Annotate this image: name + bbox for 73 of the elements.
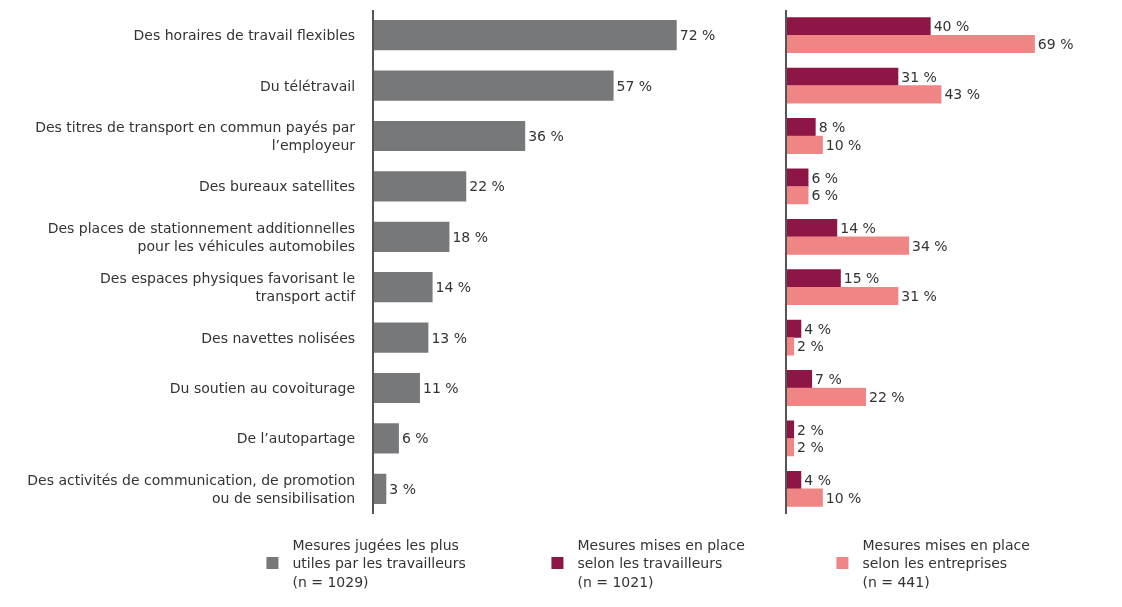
bar [786,438,795,457]
data-label: 13 % [431,329,467,346]
bar [786,269,841,288]
y-tick-label: Des activités de communication, de promotion ou de sensibilisation [27,471,356,506]
bar [373,221,450,252]
y-tick-label: Des places de stationnement additionnelles pour les véhicules automobiles [47,219,356,254]
data-label: 4 % [804,320,831,337]
bar [786,186,809,205]
data-label: 31 % [901,288,937,305]
bar [786,135,823,154]
bar [373,423,399,454]
data-label: 31 % [901,68,937,85]
data-label: 10 % [825,489,862,506]
bar [786,387,866,406]
data-label: 72 % [679,27,716,44]
data-label: 57 % [616,77,653,94]
y-tick-label: Des espaces physiques favorisant le transport actif [100,270,357,305]
bar [373,20,677,51]
data-label: 34 % [912,237,948,254]
data-label: 2 % [797,421,824,438]
y-tick-label: Du soutien au covoiturage [169,379,356,396]
y-tick-label: Des horaires de travail flexibles [133,27,356,44]
bar [786,488,823,507]
legend-label: Mesures jugées les plus utiles par les travailleurs (n = 1029) [292,537,466,590]
data-label: 11 % [422,380,459,396]
data-label: 22 % [868,388,905,405]
data-label: 36 % [528,128,564,144]
y-tick-label: De l’autopartage [236,430,356,447]
y-tick-label: Des titres de transport en commun payés par l’employeur [35,118,356,153]
bar [786,218,838,238]
data-label: 69 % [1037,36,1074,53]
bar [786,319,802,338]
data-label: 40 % [933,18,970,35]
bar [786,470,802,490]
bar [786,168,809,187]
data-label: 15 % [843,270,880,287]
bar [786,236,910,255]
data-label: 43 % [944,86,981,103]
data-label: 22 % [469,178,505,195]
data-label: 8 % [818,119,846,136]
bar [786,67,899,86]
data-label: 7 % [815,371,842,388]
data-label: 14 % [435,279,472,296]
data-label: 3 % [389,480,416,497]
data-label: 6 % [401,430,429,447]
bar [786,337,795,356]
data-label: 18 % [452,228,488,245]
data-label: 14 % [840,219,876,236]
bar [786,420,795,439]
bar [373,272,433,303]
data-label: 6 % [811,169,839,186]
data-label: 6 % [811,187,839,204]
y-tick-label: Des bureaux satellites [198,178,356,195]
bar [373,120,526,152]
bar [786,17,931,36]
bar [373,372,420,404]
y-tick-label: Des navettes nolisées [201,329,356,346]
data-label: 10 % [825,136,862,153]
legend-label: Mesures mises en place selon les travailleurs (n = 1021) [577,537,745,590]
bar [786,85,942,104]
bar [786,286,899,306]
bar [786,118,816,137]
bar [373,70,614,101]
bar [373,322,429,353]
data-label: 4 % [804,471,831,488]
y-tick-label: Du télétravail [259,77,356,94]
data-label: 2 % [797,338,824,355]
bar [373,171,467,202]
bar [786,370,813,389]
bar [786,34,1035,54]
data-label: 2 % [797,439,824,456]
bar [373,473,387,504]
legend-label: Mesures mises en place selon les entreprises (n = 441) [862,537,1030,590]
